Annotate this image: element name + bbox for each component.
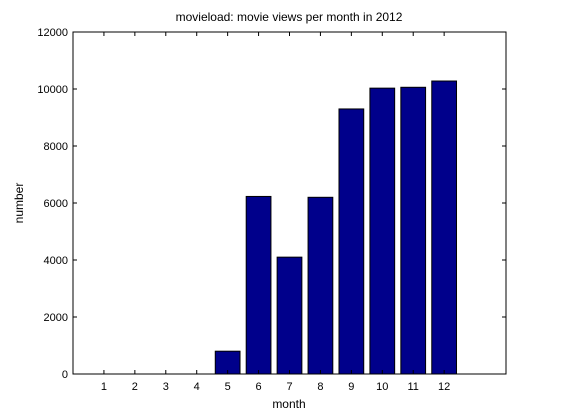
bar-month-9 xyxy=(338,108,365,375)
x-tick-label: 2 xyxy=(132,381,138,393)
x-tick-label: 4 xyxy=(194,381,200,393)
x-tick-label: 9 xyxy=(348,381,354,393)
bar-month-8 xyxy=(307,196,334,375)
bar-month-6 xyxy=(245,195,272,375)
x-axis-ticks: 1 2 3 4 5 6 7 8 9 10 11 12 xyxy=(101,32,450,393)
y-axis-title: number xyxy=(12,183,26,224)
chart-title: movieload: movie views per month in 2012 xyxy=(176,10,403,24)
y-axis-ticks: 0 2000 4000 6000 8000 10000 12000 xyxy=(37,27,506,381)
y-tick-label: 0 xyxy=(62,369,68,381)
bar-month-12 xyxy=(431,80,458,375)
y-tick-label: 6000 xyxy=(44,198,68,210)
bar-month-10 xyxy=(369,87,396,375)
y-tick-label: 4000 xyxy=(44,255,68,267)
x-tick-label: 1 xyxy=(101,381,107,393)
x-axis-title: month xyxy=(272,397,305,411)
y-tick-label: 2000 xyxy=(44,312,68,324)
x-tick-label: 8 xyxy=(317,381,323,393)
x-tick-label: 7 xyxy=(286,381,292,393)
x-tick-label: 3 xyxy=(163,381,169,393)
y-tick-label: 10000 xyxy=(37,84,68,96)
x-tick-label: 5 xyxy=(225,381,231,393)
x-tick-label: 6 xyxy=(256,381,262,393)
x-tick-label: 11 xyxy=(408,381,419,393)
bar-month-7 xyxy=(276,256,303,375)
bar-month-11 xyxy=(400,86,427,375)
bars-group xyxy=(214,80,458,375)
x-tick-label: 10 xyxy=(376,381,388,393)
x-tick-label: 12 xyxy=(438,381,450,393)
y-tick-label: 8000 xyxy=(44,141,68,153)
y-tick-label: 12000 xyxy=(37,27,68,39)
